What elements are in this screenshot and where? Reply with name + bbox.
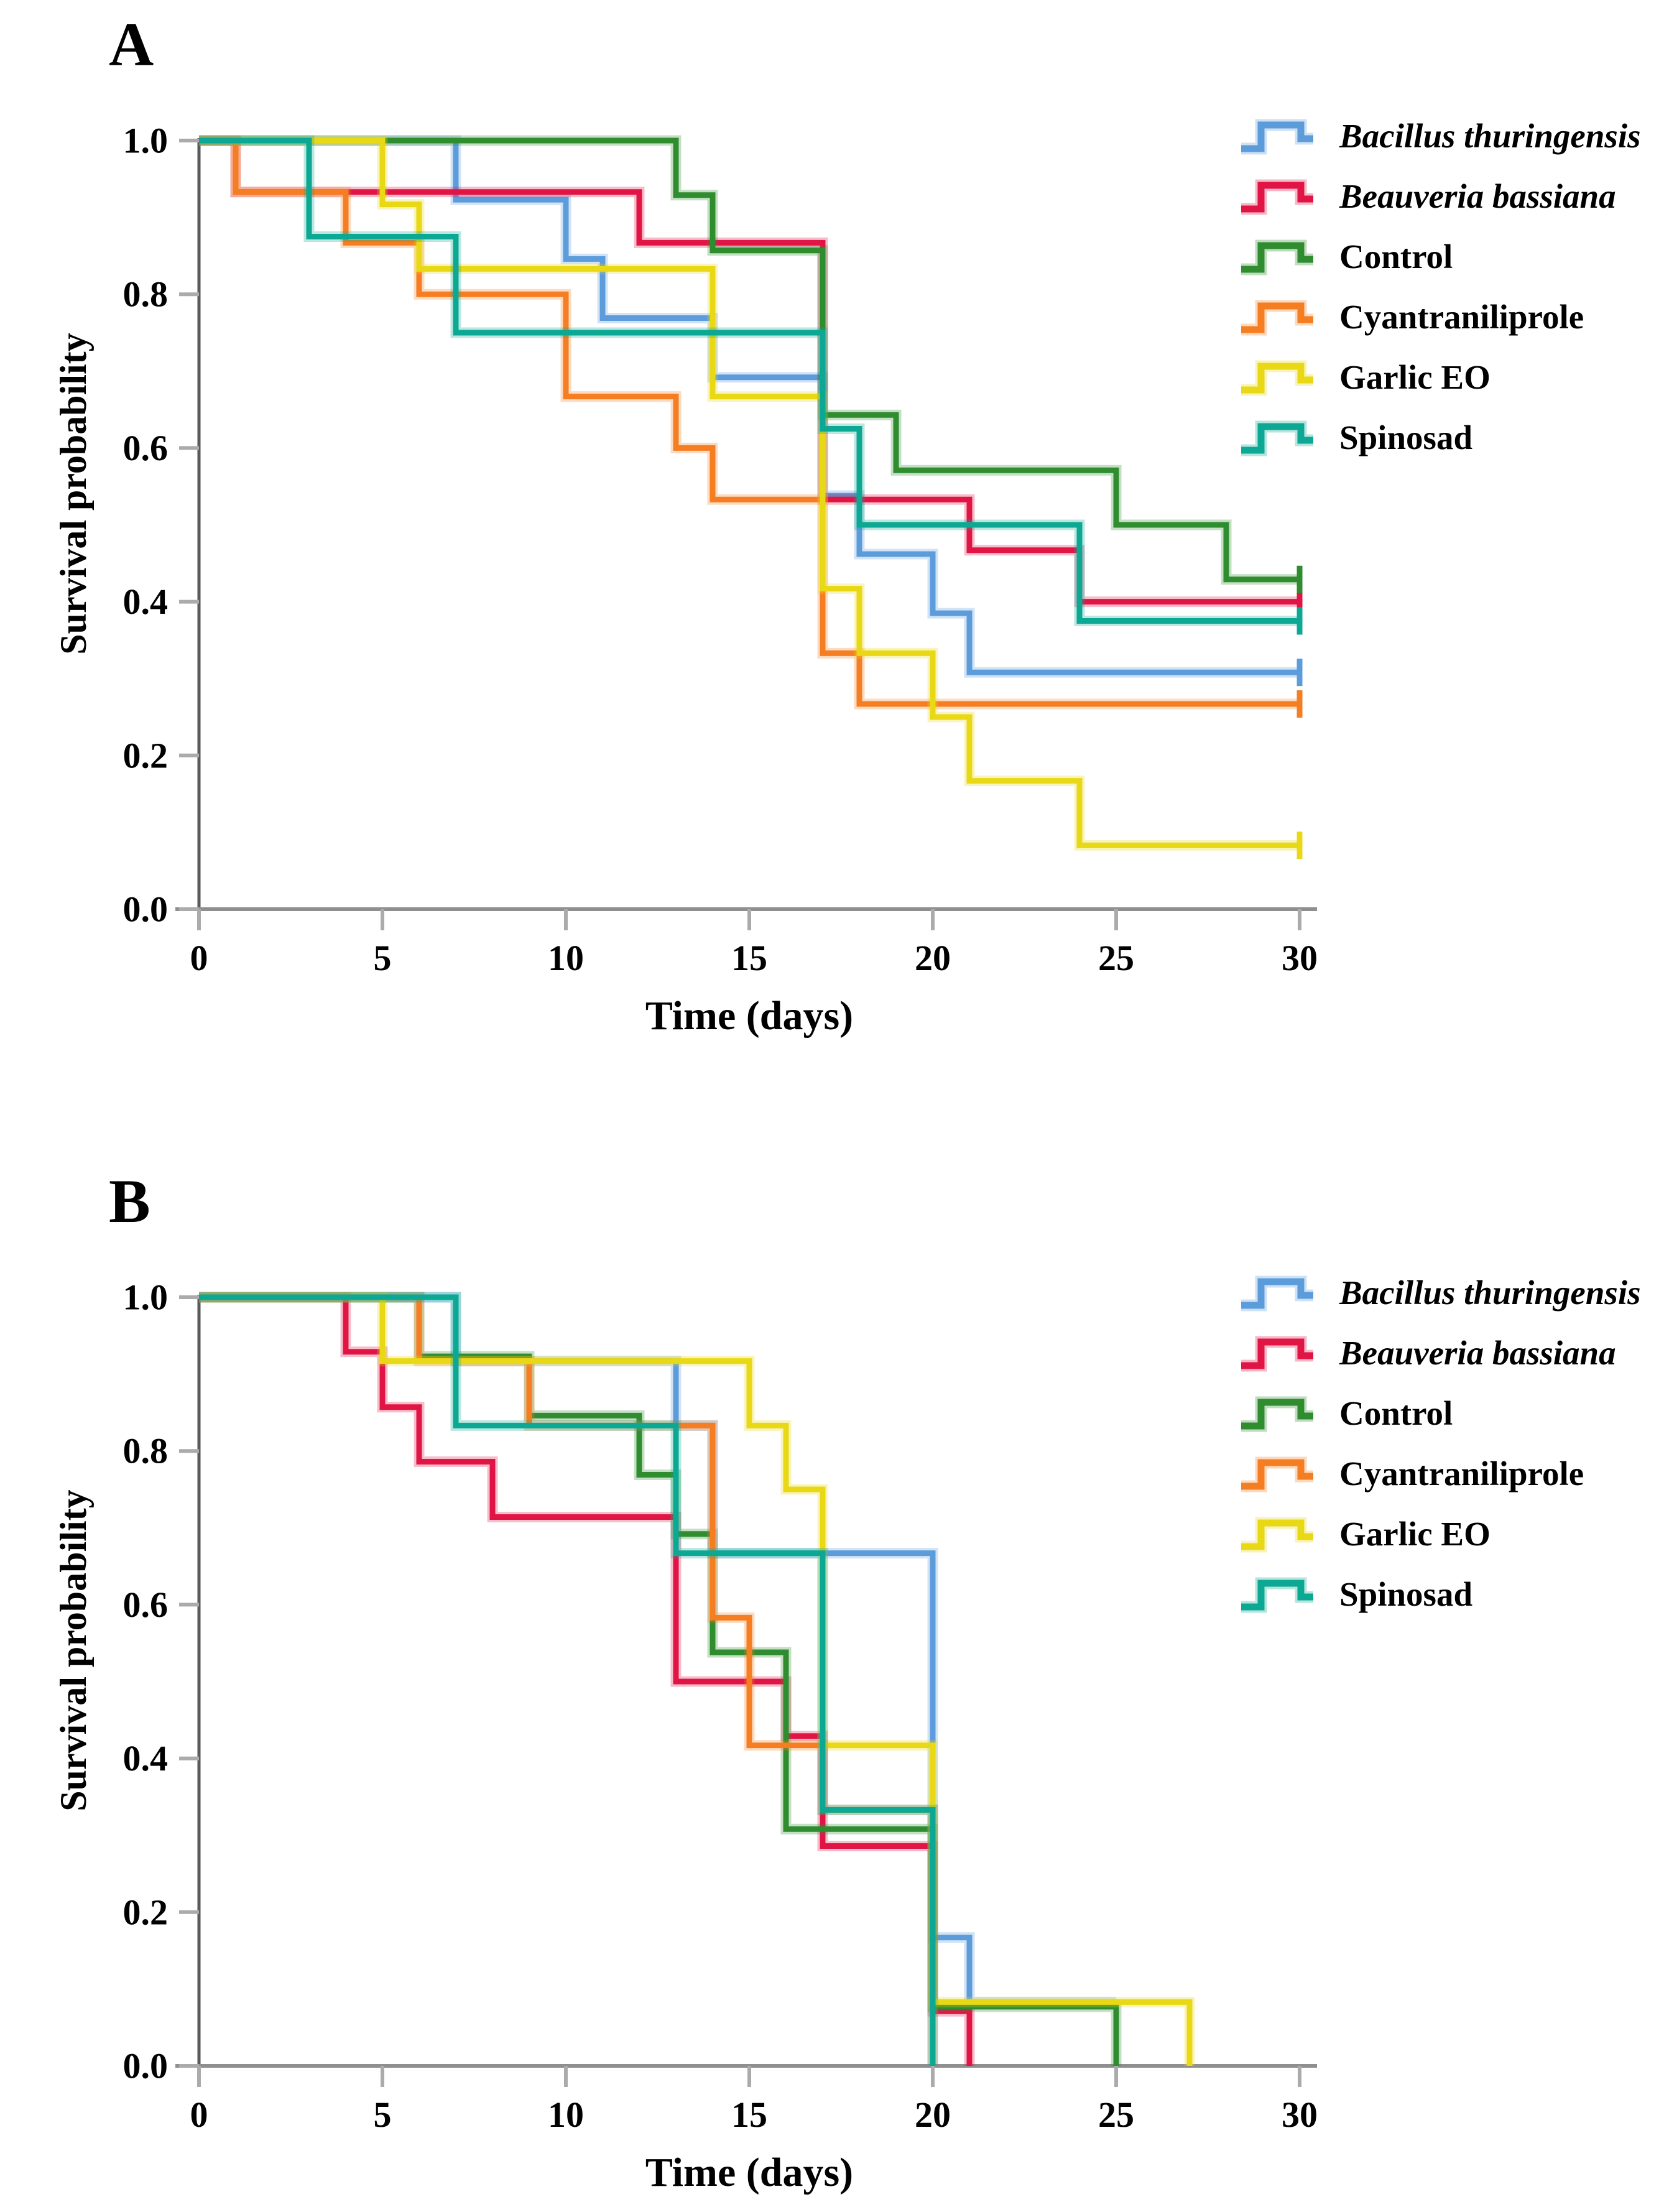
legend-item-ctrl: Control	[1239, 226, 1641, 287]
legend-item-bb: Beauveria bassiana	[1239, 1323, 1641, 1383]
x-tick-label: 0	[190, 2094, 208, 2135]
legend-label-cyan: Cyantraniliprole	[1339, 298, 1584, 336]
legend-key-step-icon-ctrl	[1241, 239, 1313, 275]
x-tick-label: 10	[548, 2094, 584, 2135]
legend-label-ctrl: Control	[1339, 238, 1453, 275]
step-icon-stroke	[1241, 182, 1313, 212]
legend-key-step-icon-cyan	[1241, 300, 1313, 335]
y-tick-label: 0.0	[123, 2046, 169, 2086]
y-tick-label: 0.8	[123, 1431, 169, 1471]
x-tick-label: 0	[190, 938, 208, 978]
step-icon-stroke	[1241, 1278, 1313, 1308]
legend-A: Bacillus thuringensis Beauveria bassiana C…	[1239, 106, 1641, 468]
series-bt-line	[199, 1294, 1116, 2005]
step-icon-stroke	[1241, 1519, 1313, 1550]
legend-item-ctrl: Control	[1239, 1383, 1641, 1443]
legend-item-bb: Beauveria bassiana	[1239, 166, 1641, 226]
x-tick-label: 20	[915, 2094, 951, 2135]
legend-B: Bacillus thuringensis Beauveria bassiana C…	[1239, 1262, 1641, 1624]
legend-key-step-icon-spin	[1241, 1577, 1313, 1613]
series-bt-halo	[199, 1292, 1116, 2007]
legend-key-step-icon-garlic	[1241, 360, 1313, 396]
series-spin-line	[199, 137, 1300, 624]
legend-label-bb: Beauveria bassiana	[1339, 177, 1616, 215]
step-icon-stroke	[1241, 1338, 1313, 1369]
x-axis-title-B: Time (days)	[645, 2150, 854, 2195]
series-ctrl-halo	[199, 135, 1300, 585]
legend-key-step-icon-bt	[1241, 119, 1313, 154]
legend-item-bt: Bacillus thuringensis	[1239, 1262, 1641, 1323]
x-tick-label: 5	[374, 2094, 392, 2135]
panel-B: B Survival probability 1.0 0.8 0.6 0.4 0.2 0.…	[0, 1157, 1664, 2212]
x-tick-label: 5	[374, 938, 392, 978]
step-icon-stroke	[1241, 121, 1313, 152]
legend-key-step-icon-garlic	[1241, 1517, 1313, 1552]
legend-label-bt: Bacillus thuringensis	[1339, 117, 1641, 155]
legend-label-bt: Bacillus thuringensis	[1339, 1274, 1641, 1312]
step-icon-stroke	[1241, 423, 1313, 453]
panel-A: A Survival probability 1.0 0.8 0.6 0.4 0.2 0.…	[53, 10, 1641, 1039]
y-tick-label: 0.0	[123, 889, 169, 930]
legend-item-spin: Spinosad	[1239, 1564, 1641, 1624]
x-tick-label: 20	[915, 938, 951, 978]
legend-label-cyan: Cyantraniliprole	[1339, 1455, 1584, 1492]
series-ctrl-halo	[199, 1292, 1122, 2066]
legend-label-garlic: Garlic EO	[1339, 1515, 1491, 1553]
y-tick-label: 0.6	[123, 1585, 169, 1625]
x-axis-title-A: Time (days)	[645, 993, 854, 1039]
legend-item-garlic: Garlic EO	[1239, 1504, 1641, 1564]
legend-key-step-icon-bb	[1241, 179, 1313, 215]
x-tick-label: 30	[1282, 2094, 1318, 2135]
y-tick-label: 1.0	[123, 121, 169, 161]
legend-item-spin: Spinosad	[1239, 407, 1641, 468]
y-tick-label: 0.8	[123, 274, 169, 315]
series-bt-halo	[199, 135, 1300, 678]
survival-plot-B: 1.0 0.8 0.6 0.4 0.2 0.0 0 5 10 15 20 25 30	[123, 1277, 1318, 2136]
x-tick-label: 15	[731, 2094, 767, 2135]
series-bt-line	[199, 137, 1300, 675]
y-tick-label: 0.4	[123, 1738, 169, 1779]
series-cyan-line	[199, 137, 1300, 707]
panel-label-A: A	[109, 10, 154, 79]
legend-label-ctrl: Control	[1339, 1394, 1453, 1432]
series-bb-halo	[199, 135, 1300, 608]
legend-key-step-icon-spin	[1241, 420, 1313, 456]
legend-key-step-icon-ctrl	[1241, 1396, 1313, 1432]
step-icon-stroke	[1241, 242, 1313, 272]
x-tick-label: 25	[1098, 2094, 1134, 2135]
series-spin-line	[199, 1294, 936, 2066]
y-tick-label: 1.0	[123, 1277, 169, 1318]
y-tick-label: 0.4	[123, 581, 169, 622]
series-garlic-line	[199, 137, 1300, 848]
series-ctrl-line	[199, 137, 1300, 583]
legend-label-bb: Beauveria bassiana	[1339, 1334, 1616, 1372]
x-tick-label: 25	[1098, 938, 1134, 978]
legend-item-bt: Bacillus thuringensis	[1239, 106, 1641, 166]
step-icon-stroke	[1241, 302, 1313, 333]
legend-label-spin: Spinosad	[1339, 1575, 1473, 1613]
legend-label-garlic: Garlic EO	[1339, 358, 1491, 396]
y-tick-label: 0.2	[123, 1892, 169, 1932]
step-icon-stroke	[1241, 1459, 1313, 1489]
legend-item-cyan: Cyantraniliprole	[1239, 1443, 1641, 1504]
x-tick-label: 15	[731, 938, 767, 978]
survival-plot-A: 1.0 0.8 0.6 0.4 0.2 0.0 0 5 10 15 20 25 30	[123, 121, 1318, 979]
x-tick-label: 30	[1282, 938, 1318, 978]
legend-item-garlic: Garlic EO	[1239, 347, 1641, 407]
legend-key-step-icon-bt	[1241, 1275, 1313, 1311]
panel-label-B: B	[109, 1167, 150, 1236]
step-icon-stroke	[1241, 1580, 1313, 1610]
y-tick-label: 0.6	[123, 428, 169, 468]
legend-key-step-icon-bb	[1241, 1336, 1313, 1371]
series-ctrl-line	[199, 1294, 1119, 2066]
series-bb-line	[199, 137, 1300, 605]
y-tick-label: 0.2	[123, 735, 169, 775]
legend-label-spin: Spinosad	[1339, 419, 1473, 456]
x-tick-label: 10	[548, 938, 584, 978]
legend-key-step-icon-cyan	[1241, 1456, 1313, 1492]
step-icon-stroke	[1241, 1399, 1313, 1429]
legend-item-cyan: Cyantraniliprole	[1239, 287, 1641, 347]
step-icon-stroke	[1241, 363, 1313, 393]
